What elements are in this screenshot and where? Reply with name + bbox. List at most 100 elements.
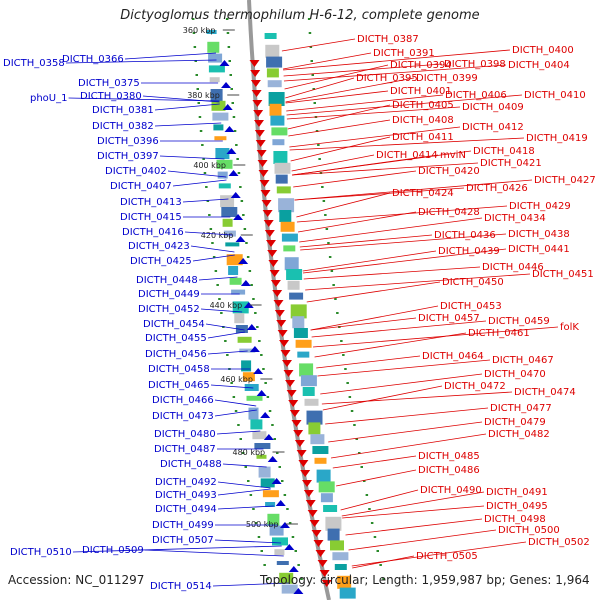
gc-ring-outer-dot [212, 256, 216, 258]
feature-block-left [218, 183, 231, 189]
gc-ring-outer-dot [191, 18, 195, 20]
gene-label-right: DICTH_0500 [498, 525, 560, 536]
scale-tick-label: 460 kbp [220, 375, 253, 384]
forward-gene-arrow [275, 500, 286, 506]
gc-ring-outer-dot [257, 536, 261, 538]
gc-ring-outer-dot [254, 522, 258, 524]
reverse-gene-arrow [321, 580, 332, 587]
gc-ring-right-dot [370, 522, 374, 524]
gene-label-right: DICTH_0485 [418, 451, 480, 462]
gene-leader-left [217, 481, 271, 489]
gc-ring-inner-dot [228, 60, 231, 62]
gene-leader-right [310, 305, 439, 331]
feature-block-left [226, 254, 243, 266]
gene-label-right: DICTH_0438 [508, 229, 570, 240]
gc-ring-inner-dot [254, 312, 257, 314]
gene-label-left: DICTH_0358 [3, 58, 65, 69]
forward-gene-arrow [253, 368, 264, 374]
gc-ring-inner-dot [300, 578, 303, 580]
gene-leader-left [154, 122, 222, 127]
feature-block-left [262, 490, 279, 498]
feature-block-left [260, 478, 275, 488]
gene-leader-left [214, 409, 257, 417]
forward-gene-arrow [284, 544, 295, 550]
gene-leader-left [124, 52, 217, 60]
scale-tick-label: 440 kbp [210, 301, 243, 310]
gc-ring-right-dot [346, 382, 349, 384]
gene-leader-left [214, 399, 257, 407]
gc-ring-right-dot [365, 494, 369, 496]
feature-block-left [220, 195, 235, 208]
gene-leader-left [190, 245, 235, 253]
gene-leader-left [212, 582, 290, 587]
forward-gene-arrow [221, 82, 232, 88]
gc-ring-inner-dot [268, 410, 272, 412]
feature-block-left [223, 230, 236, 237]
feature-block-right [266, 56, 283, 68]
gc-ring-right-dot [308, 32, 312, 34]
forward-gene-arrow [260, 412, 271, 418]
feature-block-left [242, 372, 255, 382]
gene-leader-right [291, 150, 472, 176]
forward-gene-arrow [228, 170, 239, 176]
gc-ring-right-dot [350, 410, 354, 412]
reverse-gene-arrow [293, 430, 304, 437]
gene-label-right: DICTH_0406 [445, 90, 507, 101]
gene-label-right: DICTH_0461 [468, 328, 530, 339]
gc-ring-inner-dot [235, 144, 238, 146]
gene-label-right: DICTH_0486 [418, 465, 480, 476]
feature-block-left [210, 89, 223, 101]
gene-leader-right [291, 154, 375, 172]
feature-block-right [283, 245, 296, 252]
gc-ring-inner-dot [264, 382, 267, 384]
gene-leader-right [293, 170, 417, 188]
feature-block-right [270, 115, 285, 126]
gene-label-left: DICTH_0397 [97, 151, 159, 162]
gene-label-right: DICTH_0439 [438, 246, 500, 257]
gene-label-right: DICTH_0451 [532, 269, 594, 280]
forward-gene-arrow [230, 192, 241, 198]
gene-label-right: DICTH_0427 [534, 175, 596, 186]
feature-block-right [284, 257, 299, 271]
gc-ring-outer-dot [230, 382, 233, 384]
gene-leader-right [286, 94, 523, 116]
feature-block-right [266, 68, 279, 78]
gene-label-left: DICTH_0466 [152, 395, 214, 406]
gene-label-right: DICTH_0412 [462, 122, 524, 133]
gene-leader-right [286, 94, 444, 112]
gc-ring-right-dot [382, 578, 385, 580]
gene-leader-left [217, 488, 271, 496]
gene-label-left: DICTH_0425 [130, 256, 192, 267]
reverse-gene-arrow [256, 150, 267, 157]
feature-block-right [323, 505, 338, 512]
reverse-gene-arrow [289, 410, 300, 417]
forward-gene-arrow [219, 60, 230, 66]
feature-block-right [269, 103, 282, 116]
reverse-gene-arrow [258, 170, 269, 177]
gene-leader-left [192, 254, 235, 262]
gene-label-right: folK [560, 322, 579, 333]
reverse-gene-arrow [266, 240, 276, 247]
feature-block-right [290, 304, 307, 319]
reverse-gene-arrow [307, 510, 318, 517]
feature-block-right [274, 162, 291, 174]
feature-block-right [267, 80, 282, 88]
reverse-gene-arrow [302, 480, 312, 487]
gc-ring-right-dot [324, 214, 327, 216]
gene-leader-right [291, 162, 479, 176]
gene-label-right: DICTH_0428 [418, 207, 480, 218]
feature-block-right [318, 481, 335, 493]
gc-ring-right-dot [321, 186, 324, 188]
gc-ring-inner-dot [271, 424, 274, 426]
reverse-gene-arrow [313, 540, 324, 547]
gene-label-right: DICTH_0408 [392, 115, 454, 126]
gene-label-left: DICTH_0416 [122, 227, 184, 238]
gene-label-right: DICTH_0411 [392, 132, 454, 143]
gene-leader-right [341, 491, 485, 517]
reverse-gene-arrow [268, 260, 279, 267]
gene-label-right: DICTH_0491 [486, 487, 548, 498]
gc-ring-outer-dot [252, 508, 255, 510]
gc-ring-outer-dot [203, 172, 207, 174]
feature-block-right [293, 328, 308, 338]
feature-block-left [228, 266, 239, 275]
